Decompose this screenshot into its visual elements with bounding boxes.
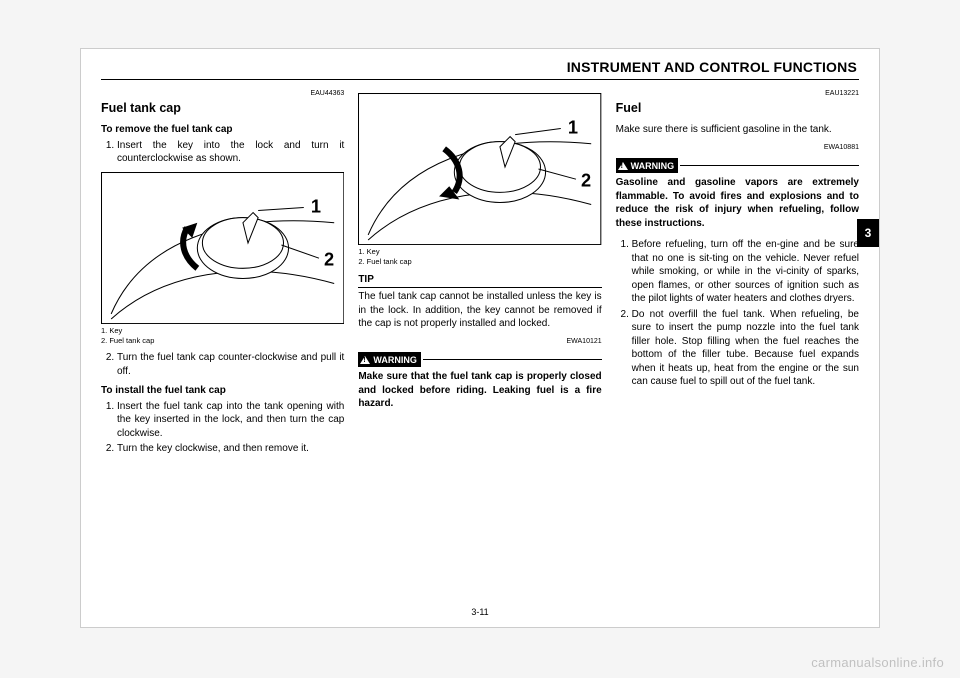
warning-triangle-icon	[360, 356, 370, 364]
content-columns: EAU44363 Fuel tank cap To remove the fue…	[101, 89, 859, 599]
list-item: Insert the key into the lock and turn it…	[117, 139, 344, 166]
doc-id: EWA10121	[358, 337, 601, 346]
doc-id: EWA10881	[616, 143, 859, 152]
warning-heading: WARNING	[616, 158, 859, 173]
warning-triangle-icon	[618, 162, 628, 170]
warning-rule	[680, 165, 859, 166]
doc-id: EAU13221	[616, 89, 859, 98]
figure-install-cap: 1 2	[358, 93, 601, 245]
column-1: EAU44363 Fuel tank cap To remove the fue…	[101, 89, 344, 599]
subheading-remove: To remove the fuel tank cap	[101, 123, 344, 137]
warning-label: WARNING	[631, 160, 675, 172]
warning-text: Gasoline and gasoline vapors are extreme…	[616, 176, 859, 230]
list-item: Before refueling, turn off the en-gine a…	[632, 238, 859, 306]
column-2: 1 2 1. Key 2. Fuel tank cap TIP The fuel…	[358, 89, 601, 599]
list-item: Turn the key clockwise, and then remove …	[117, 442, 344, 456]
callout-2: 2	[581, 169, 591, 190]
fuel-steps: Before refueling, turn off the en-gine a…	[616, 238, 859, 389]
callout-1: 1	[568, 117, 578, 138]
install-steps: Insert the fuel tank cap into the tank o…	[101, 400, 344, 456]
tip-heading: TIP	[358, 273, 601, 289]
list-item: Insert the fuel tank cap into the tank o…	[117, 400, 344, 441]
page-title: INSTRUMENT AND CONTROL FUNCTIONS	[567, 59, 857, 75]
warning-badge: WARNING	[616, 158, 679, 173]
subheading-install: To install the fuel tank cap	[101, 384, 344, 398]
figure-caption: 1. Key 2. Fuel tank cap	[358, 247, 601, 267]
figure-caption: 1. Key 2. Fuel tank cap	[101, 326, 344, 346]
section-heading-fuel-tank-cap: Fuel tank cap	[101, 100, 344, 117]
remove-steps-cont: Turn the fuel tank cap counter-clockwise…	[101, 351, 344, 378]
section-heading-fuel: Fuel	[616, 100, 859, 117]
warning-label: WARNING	[373, 354, 417, 366]
header-rule	[101, 79, 859, 80]
callout-1: 1	[311, 195, 321, 216]
figure-remove-cap: 1 2	[101, 172, 344, 324]
chapter-tab: 3	[857, 219, 879, 247]
fuel-intro: Make sure there is sufficient gasoline i…	[616, 123, 859, 137]
page-number: 3-11	[81, 607, 879, 617]
manual-page: INSTRUMENT AND CONTROL FUNCTIONS 3 EAU44…	[80, 48, 880, 628]
remove-steps: Insert the key into the lock and turn it…	[101, 139, 344, 166]
warning-rule	[423, 359, 602, 360]
warning-heading: WARNING	[358, 352, 601, 367]
list-item: Do not overfill the fuel tank. When refu…	[632, 308, 859, 389]
watermark: carmanualsonline.info	[811, 655, 944, 670]
column-3: EAU13221 Fuel Make sure there is suffici…	[616, 89, 859, 599]
tip-text: The fuel tank cap cannot be installed un…	[358, 290, 601, 331]
doc-id: EAU44363	[101, 89, 344, 98]
warning-text: Make sure that the fuel tank cap is prop…	[358, 370, 601, 411]
callout-2: 2	[324, 248, 334, 269]
list-item: Turn the fuel tank cap counter-clockwise…	[117, 351, 344, 378]
warning-badge: WARNING	[358, 352, 421, 367]
